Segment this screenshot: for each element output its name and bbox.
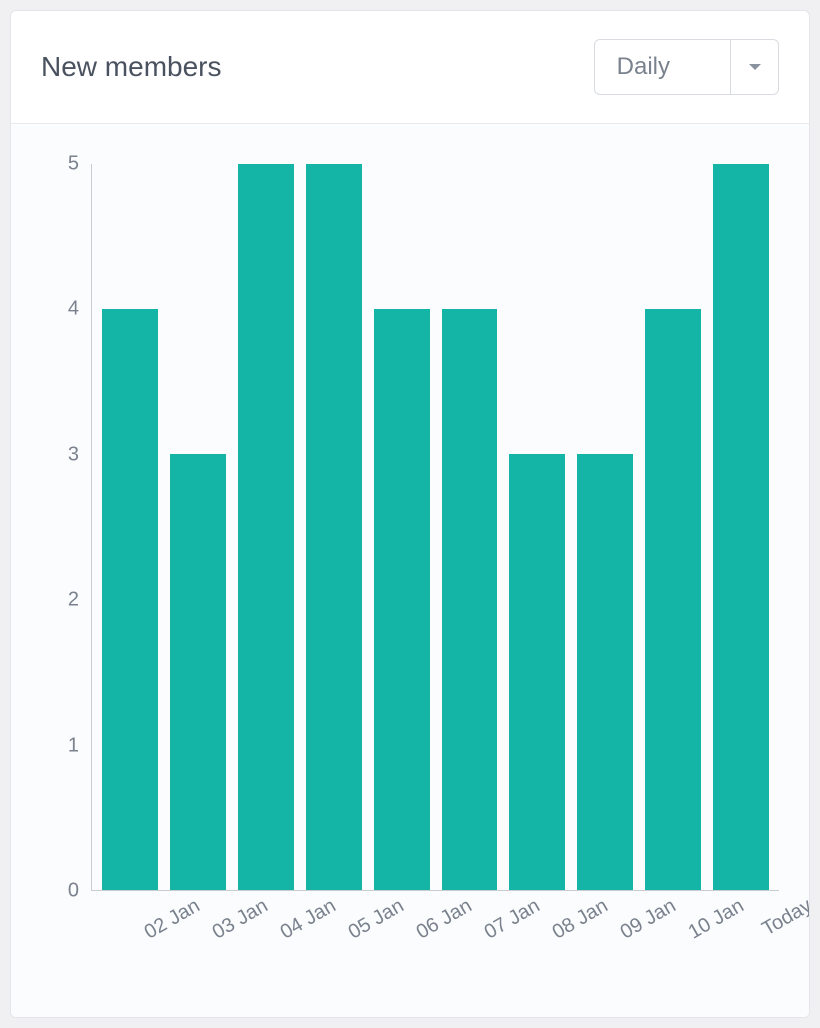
y-axis: 012345 — [41, 164, 91, 891]
card-body: 0 1 2 3 4 5 02 Jan03 Jan04 Jan05 Jan06 Jan07 … — [11, 124, 809, 1017]
x-label-slot: 04 Jan — [237, 907, 293, 987]
x-label-slot: 06 Jan — [373, 907, 429, 987]
card-title: New members — [41, 51, 221, 83]
x-label-slot: 07 Jan — [441, 907, 497, 987]
chart-bar — [645, 309, 701, 890]
chart-bar — [713, 164, 769, 890]
new-members-card: New members Daily 0 1 2 3 4 5 02 Jan03 Jan04 … — [10, 10, 810, 1018]
chart-bar — [238, 164, 294, 890]
x-label-slot: 09 Jan — [577, 907, 633, 987]
chart-bar — [577, 454, 633, 890]
chart-bar — [306, 164, 362, 890]
dropdown-caret-button[interactable] — [730, 40, 778, 94]
x-label-slot: 03 Jan — [169, 907, 225, 987]
y-tick-label: 0 — [68, 880, 79, 903]
x-label-slot: 05 Jan — [305, 907, 361, 987]
period-dropdown[interactable]: Daily — [594, 39, 779, 95]
y-tick-label: 3 — [68, 443, 79, 466]
x-label-slot: Today — [713, 907, 769, 987]
x-axis: 02 Jan03 Jan04 Jan05 Jan06 Jan07 Jan08 J… — [91, 907, 779, 987]
y-tick-label: 2 — [68, 589, 79, 612]
chart-bar — [102, 309, 158, 890]
y-tick-label: 1 — [68, 734, 79, 757]
x-tick-label: Today — [704, 907, 802, 977]
chart-bar — [509, 454, 565, 890]
chart-area: 012345 — [41, 164, 779, 891]
card-header: New members Daily — [11, 11, 809, 124]
y-tick-label: 5 — [68, 153, 79, 176]
dropdown-selected-label: Daily — [595, 40, 730, 94]
chart-bar — [442, 309, 498, 890]
bars-container — [92, 164, 779, 890]
chart-plot — [91, 164, 779, 891]
y-tick-label: 4 — [68, 298, 79, 321]
x-label-slot: 08 Jan — [509, 907, 565, 987]
chart-bar — [374, 309, 430, 890]
chart-bar — [170, 454, 226, 890]
caret-down-icon — [749, 64, 761, 70]
x-label-slot: 02 Jan — [101, 907, 157, 987]
x-label-slot: 10 Jan — [645, 907, 701, 987]
